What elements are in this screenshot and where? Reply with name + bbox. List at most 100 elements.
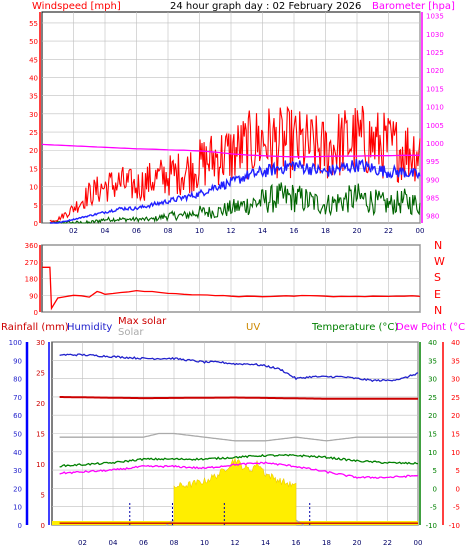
dewpoint-tick-label: 40 — [451, 339, 460, 347]
direction-tick-label: 90 — [29, 292, 38, 300]
temperature-c-series-line — [59, 453, 419, 468]
compass-label-n-top: N — [434, 239, 442, 252]
wind-x-tick-label: 06 — [132, 227, 141, 235]
barometer-axis-title: Barometer [hpa] — [372, 1, 455, 12]
humidity-tick-label: 80 — [13, 376, 22, 384]
barometer-tick-label: 995 — [426, 158, 439, 166]
windspeed-axis-title: Windspeed [mph] — [32, 1, 121, 12]
barometer-tick-label: 1010 — [426, 104, 444, 112]
barometer-series-line — [41, 143, 420, 158]
windspeed-tick-label: 45 — [29, 56, 38, 64]
dewpoint-tick-label: 15 — [451, 431, 460, 439]
rainfall-tick-label: 10 — [36, 461, 45, 469]
humidity-tick-label: 0 — [18, 522, 22, 530]
legend-max-solar: Max solar — [118, 316, 167, 327]
dewpoint-tick-label: 20 — [451, 412, 460, 420]
direction-tick-label: 180 — [25, 276, 38, 284]
direction-tick-label: 270 — [25, 259, 38, 267]
rainfall-tick-label: 5 — [41, 492, 45, 500]
chart-title: 24 hour graph day : 02 February 2026 — [170, 1, 361, 12]
dewpoint-tick-label: 25 — [451, 394, 460, 402]
barometer-tick-label: 990 — [426, 176, 439, 184]
dewpoint-tick-label: 30 — [451, 376, 460, 384]
wind-x-tick-label: 04 — [101, 227, 110, 235]
temperature-panel-axes: 0102030405060708090100051015202530-10-50… — [9, 339, 460, 530]
wind-x-tick-label: 12 — [227, 227, 236, 235]
dewpoint-tick-label: 10 — [451, 449, 460, 457]
wind-x-tick-label: 02 — [69, 227, 78, 235]
rainfall-tick-label: 30 — [36, 339, 45, 347]
temperature-x-tick-label: 10 — [200, 539, 209, 547]
barometer-tick-label: 1015 — [426, 85, 444, 93]
direction-gridlines — [42, 244, 421, 313]
humidity-tick-label: 60 — [13, 412, 22, 420]
windspeed-tick-label: 30 — [29, 111, 38, 119]
windspeed-tick-label: 55 — [29, 20, 38, 28]
humidity-tick-label: 30 — [13, 467, 22, 475]
barometer-tick-label: 1000 — [426, 140, 444, 148]
temperature-tick-label: 15 — [428, 431, 437, 439]
temperature-tick-label: 0 — [433, 485, 437, 493]
direction-series — [42, 266, 421, 311]
temperature-x-tick-label: 20 — [353, 539, 362, 547]
compass-label-n-bottom: N — [434, 304, 442, 317]
temperature-panel-legend: Rainfall (mm) Humidity Max solar Solar U… — [1, 316, 466, 338]
rainfall-mm-series-line — [59, 396, 418, 400]
dew-point-c-series-line — [59, 461, 419, 479]
legend-rainfall: Rainfall (mm) — [1, 322, 69, 333]
wind-series — [41, 105, 421, 224]
compass-label-e: E — [434, 288, 441, 301]
barometer-tick-label: 1035 — [426, 13, 444, 21]
wind-x-axis: 02 04 06 08 10 12 14 16 18 20 22 00 — [69, 227, 424, 235]
humidity-tick-label: 100 — [9, 339, 22, 347]
temperature-x-tick-label: 08 — [170, 539, 179, 547]
wind-x-tick-label: 18 — [321, 227, 330, 235]
wind-average-series-line — [49, 158, 421, 224]
temperature-tick-label: -5 — [430, 504, 437, 512]
temperature-x-tick-label: 18 — [322, 539, 331, 547]
direction-degree-axis: 0 90 180 270 360 — [25, 242, 41, 317]
compass-label-s: S — [434, 271, 441, 284]
humidity-series-line — [59, 353, 419, 383]
direction-tick-label: 360 — [25, 242, 38, 250]
legend-uv: UV — [246, 322, 260, 333]
wind-x-tick-label: 10 — [195, 227, 204, 235]
temperature-x-axis: 02 04 06 08 10 12 14 16 18 20 22 00 — [78, 539, 422, 547]
temperature-x-tick-label: 02 — [78, 539, 87, 547]
legend-humidity: Humidity — [67, 322, 112, 333]
legend-temperature: Temperature (°C) — [311, 322, 398, 333]
windspeed-tick-label: 5 — [34, 202, 38, 210]
windspeed-tick-label: 40 — [29, 74, 38, 82]
windspeed-axis: 0 5 10 15 20 25 30 35 40 45 50 55 — [29, 12, 41, 228]
humidity-tick-label: 40 — [13, 449, 22, 457]
barometer-tick-label: 1020 — [426, 67, 444, 75]
wind-x-tick-label: 08 — [164, 227, 173, 235]
barometer-tick-label: 1025 — [426, 49, 444, 57]
temperature-tick-label: -10 — [426, 522, 437, 530]
temperature-tick-label: 35 — [428, 357, 437, 365]
windspeed-tick-label: 35 — [29, 93, 38, 101]
barometer-tick-label: 1005 — [426, 122, 444, 130]
dewpoint-tick-label: -5 — [453, 504, 460, 512]
temperature-tick-label: 5 — [433, 467, 437, 475]
rainfall-tick-label: 15 — [36, 431, 45, 439]
legend-dewpoint: Dew Point (°C) — [396, 322, 466, 333]
windspeed-tick-label: 15 — [29, 165, 38, 173]
temperature-x-tick-label: 00 — [414, 539, 423, 547]
direction-tick-label: 0 — [34, 309, 38, 317]
windspeed-tick-label: 10 — [29, 184, 38, 192]
temperature-x-tick-label: 12 — [231, 539, 240, 547]
barometer-tick-label: 980 — [426, 213, 439, 221]
temperature-tick-label: 10 — [428, 449, 437, 457]
temperature-tick-label: 30 — [428, 376, 437, 384]
dewpoint-tick-label: 0 — [456, 485, 460, 493]
temperature-x-tick-label: 14 — [261, 539, 270, 547]
compass-label-w: W — [434, 255, 445, 268]
humidity-tick-label: 50 — [13, 431, 22, 439]
dewpoint-tick-label: 5 — [456, 467, 460, 475]
humidity-tick-label: 70 — [13, 394, 22, 402]
dewpoint-tick-label: 35 — [451, 357, 460, 365]
solar-measured-area — [173, 457, 297, 526]
